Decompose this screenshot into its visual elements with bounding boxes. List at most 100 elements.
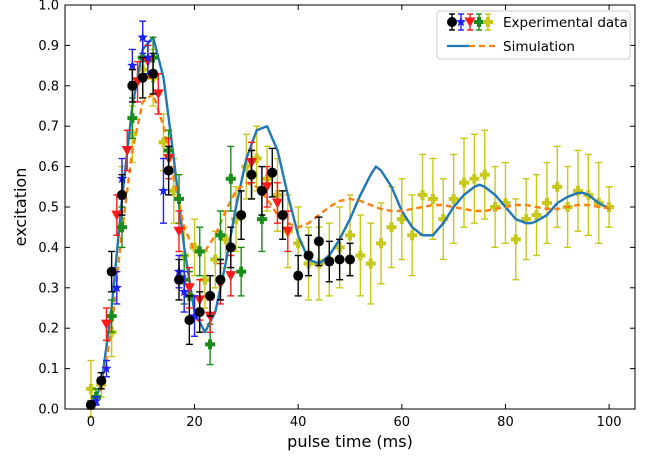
data-point	[127, 80, 138, 91]
data-point	[100, 319, 112, 330]
y-tick-label: 0.9	[38, 39, 59, 54]
data-point	[573, 185, 583, 196]
data-point	[173, 226, 185, 237]
data-point	[189, 242, 200, 253]
data-point	[282, 226, 294, 237]
legend-simulation-label: Simulation	[503, 39, 575, 55]
legend-marker-plus	[474, 17, 484, 27]
data-point	[174, 274, 184, 285]
data-point	[225, 271, 237, 282]
data-point	[386, 222, 397, 233]
simulation-line-solid	[89, 36, 610, 410]
y-tick-label: 0.8	[38, 79, 59, 94]
data-point	[127, 60, 138, 70]
y-tick-label: 0.4	[38, 241, 59, 256]
data-point	[303, 250, 314, 261]
data-point	[220, 234, 231, 245]
legend-marker-circle	[447, 17, 457, 27]
data-point	[117, 222, 127, 233]
y-tick-label: 0.3	[38, 281, 59, 296]
data-point	[215, 274, 226, 285]
y-tick-label: 0.1	[38, 362, 59, 377]
data-point	[510, 234, 521, 245]
data-point	[345, 230, 355, 241]
data-point	[194, 246, 205, 257]
data-point	[205, 290, 216, 301]
data-point	[334, 254, 345, 265]
data-point	[189, 310, 200, 321]
data-point	[236, 210, 247, 221]
data-point	[448, 193, 459, 204]
data-point	[121, 145, 133, 156]
data-point	[261, 182, 273, 193]
legend-experimental-markers	[447, 13, 493, 31]
data-point	[85, 383, 96, 394]
x-tick-label: 80	[497, 415, 514, 430]
simulation-line-dashed	[89, 92, 610, 410]
data-point	[163, 165, 174, 176]
x-tick-label: 100	[597, 415, 622, 430]
data-point	[313, 236, 324, 247]
data-point	[174, 193, 184, 204]
data-point	[236, 266, 247, 277]
legend-marker-star	[455, 16, 467, 27]
data-point	[194, 307, 205, 318]
legend-marker-plus	[483, 17, 493, 27]
data-point	[199, 274, 210, 285]
data-point	[127, 113, 138, 124]
data-point	[168, 185, 179, 196]
data-point	[376, 238, 387, 249]
data-point	[137, 31, 148, 42]
data-point	[417, 189, 428, 200]
data-point	[183, 283, 195, 294]
data-point	[277, 210, 288, 221]
legend: Experimental data Simulation	[436, 10, 631, 60]
data-point	[407, 230, 418, 241]
data-point	[541, 197, 552, 208]
x-tick-label: 60	[394, 415, 411, 430]
data-point	[158, 185, 169, 196]
data-point	[256, 185, 267, 196]
y-tick-label: 0.0	[38, 403, 59, 418]
data-point	[490, 202, 501, 212]
data-point	[90, 395, 102, 406]
data-point	[225, 242, 236, 253]
y-tick-label: 0.5	[38, 201, 59, 216]
data-point	[246, 169, 257, 180]
data-point	[158, 137, 169, 148]
data-point	[101, 363, 112, 373]
data-point	[231, 214, 241, 225]
y-tick-label: 0.7	[38, 120, 59, 135]
data-point	[267, 167, 278, 178]
data-point	[210, 254, 221, 265]
data-point	[225, 173, 236, 184]
data-point	[396, 214, 407, 225]
y-tick-label: 1.0	[38, 0, 59, 14]
data-point	[152, 89, 164, 100]
series-black-circle	[85, 52, 355, 410]
data-point	[365, 258, 376, 269]
data-point	[148, 68, 159, 79]
data-point	[324, 256, 335, 267]
legend-experimental-label: Experimental data	[503, 15, 628, 31]
data-point	[345, 254, 355, 265]
data-point	[137, 72, 148, 83]
data-point	[205, 339, 216, 350]
data-point	[271, 198, 283, 209]
data-point	[293, 270, 304, 281]
data-point	[111, 210, 123, 221]
data-point	[241, 161, 252, 172]
data-point	[106, 266, 117, 277]
x-tick-label: 40	[290, 415, 307, 430]
data-point	[500, 197, 511, 208]
data-point	[117, 189, 127, 200]
data-point	[438, 214, 449, 225]
x-tick-label: 0	[87, 415, 95, 430]
data-point	[184, 315, 195, 326]
data-point	[293, 238, 304, 249]
data-point	[256, 214, 267, 225]
data-point	[142, 52, 154, 62]
series-layer	[85, 20, 615, 418]
data-point	[355, 250, 366, 261]
